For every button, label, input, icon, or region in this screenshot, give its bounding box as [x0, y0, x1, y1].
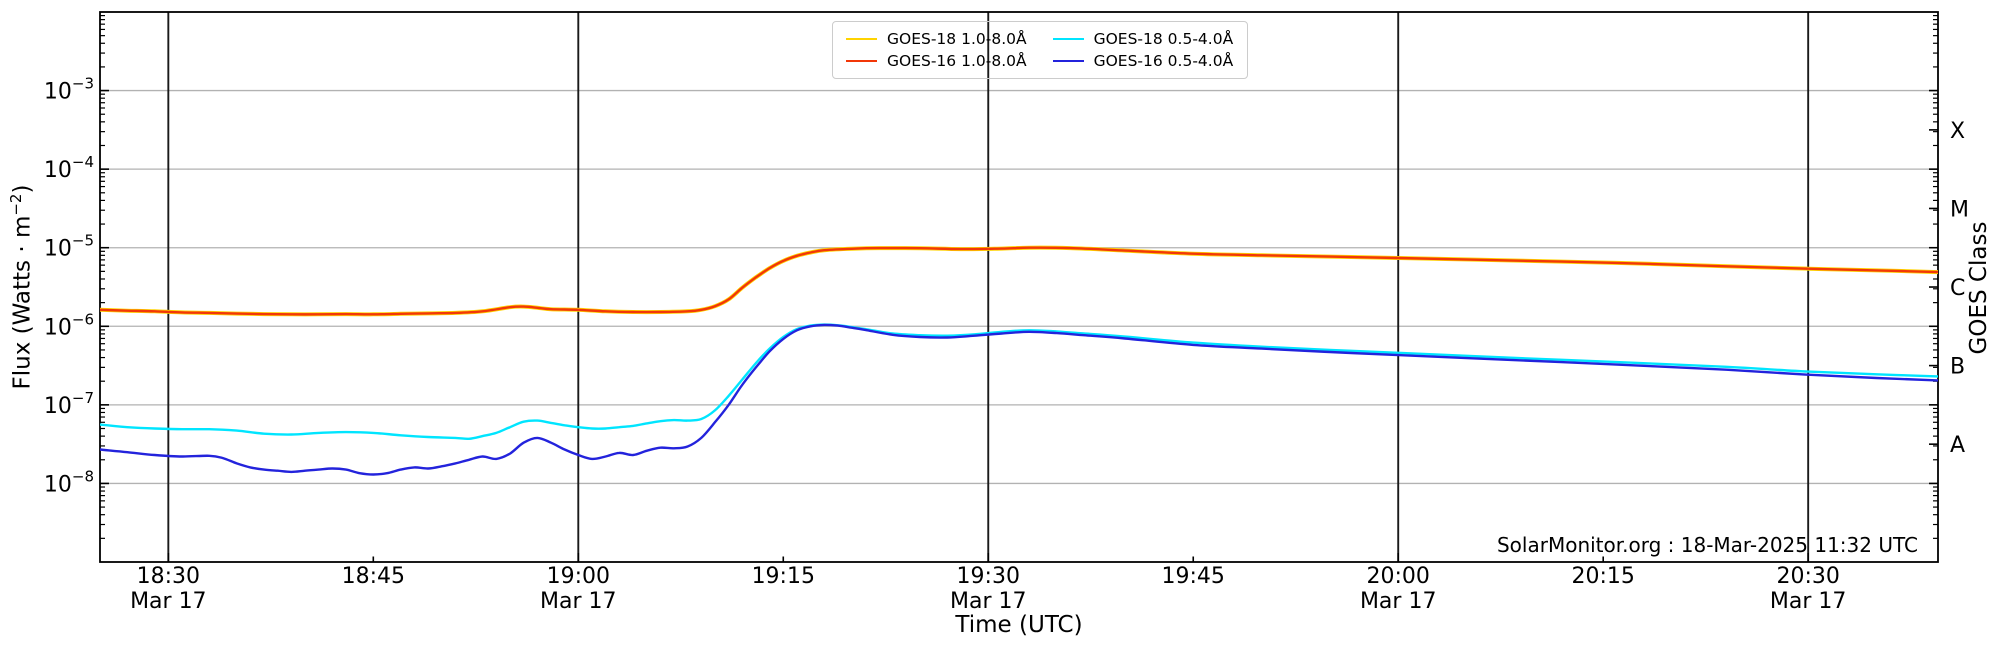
x-tick-label: 19:15 [752, 564, 815, 589]
y-tick-label: 10−3 [44, 75, 94, 105]
y-axis-title-close: ) [9, 184, 36, 194]
legend-item: GOES-16 1.0-8.0Å [846, 52, 1027, 70]
right-axis-title: GOES Class [1966, 221, 1992, 355]
legend-item: GOES-18 1.0-8.0Å [846, 30, 1027, 48]
x-tick-label: 18:30 [137, 564, 200, 589]
legend-item: GOES-18 0.5-4.0Å [1052, 30, 1234, 48]
x-axis-title: Time (UTC) [955, 612, 1083, 638]
y-tick-label: 10−4 [44, 153, 94, 183]
x-tick-label: 19:00 [547, 564, 610, 589]
legend-line-swatch [1052, 38, 1084, 40]
watermark-text: SolarMonitor.org : 18-Mar-2025 11:32 UTC [1496, 533, 1918, 557]
legend-line-swatch [846, 38, 877, 40]
x-tick-label: 20:15 [1571, 564, 1634, 589]
plot-border [99, 11, 1939, 563]
x-tick-label: 20:00 [1367, 564, 1430, 589]
x-tick-label: 20:30 [1776, 564, 1839, 589]
x-tick-label: 19:30 [957, 564, 1020, 589]
y-tick-label: 10−8 [44, 467, 94, 497]
x-tick-date: Mar 17 [540, 589, 617, 614]
series-goes16-short [100, 323, 1938, 476]
y-axis-title-text: Flux (Watts · m [9, 215, 36, 390]
legend: GOES-18 1.0-8.0Å GOES-16 1.0-8.0Å GOES-1… [832, 21, 1249, 79]
legend-label: GOES-18 0.5-4.0Å [1093, 30, 1234, 48]
goes-class-label: B [1950, 355, 1965, 380]
x-tick-date: Mar 17 [130, 589, 207, 614]
x-tick-date: Mar 17 [1770, 589, 1847, 614]
legend-label: GOES-18 1.0-8.0Å [887, 30, 1027, 48]
y-axis-title: Flux (Watts · m−2) [7, 137, 37, 437]
x-tick-label: 19:45 [1162, 564, 1225, 589]
legend-label: GOES-16 0.5-4.0Å [1093, 52, 1234, 70]
y-tick-label: 10−5 [44, 232, 94, 262]
goes-class-label: M [1950, 197, 1969, 222]
y-tick-label: 10−6 [44, 310, 94, 340]
legend-line-swatch [1052, 60, 1084, 62]
goes-class-label: A [1950, 433, 1965, 458]
legend-label: GOES-16 1.0-8.0Å [887, 52, 1027, 70]
legend-item: GOES-16 0.5-4.0Å [1052, 52, 1234, 70]
goes-class-label: X [1950, 119, 1965, 144]
y-tick-label: 10−7 [44, 389, 94, 419]
series-layer [100, 245, 1938, 476]
goes-class-label: C [1950, 276, 1965, 301]
x-tick-date: Mar 17 [1360, 589, 1437, 614]
series-goes18-long [100, 245, 1938, 317]
x-tick-label: 18:45 [342, 564, 405, 589]
series-goes16-long [100, 246, 1938, 316]
x-tick-date: Mar 17 [950, 589, 1027, 614]
legend-line-swatch [846, 60, 877, 62]
y-axis-title-exponent: −2 [7, 193, 25, 216]
series-goes18-short [100, 323, 1938, 441]
